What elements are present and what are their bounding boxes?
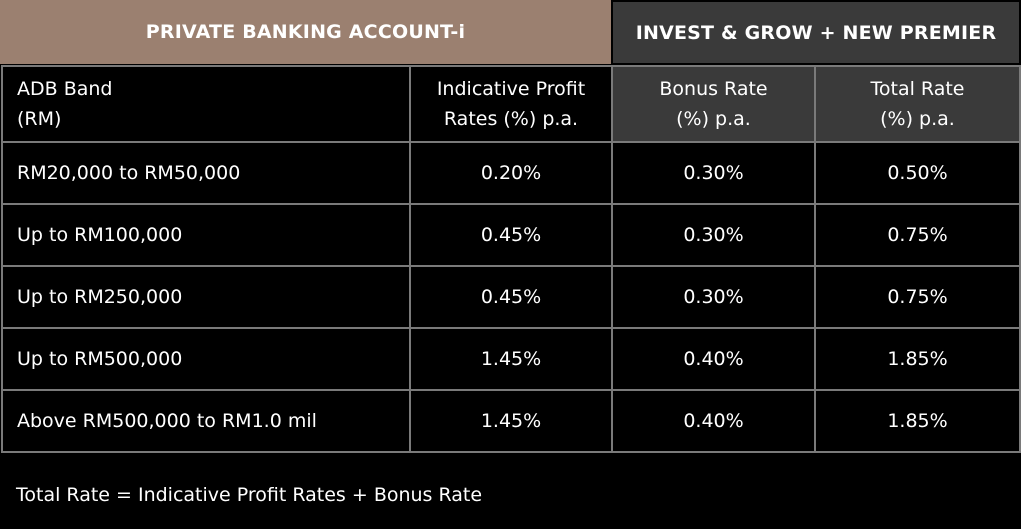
table-header-banner: PRIVATE BANKING ACCOUNT-i INVEST & GROW … bbox=[0, 0, 1021, 66]
band-cell: Above RM500,000 to RM1.0 mil bbox=[1, 389, 411, 453]
total-rate-cell: 0.75% bbox=[814, 203, 1021, 267]
profit-rate-cell: 1.45% bbox=[409, 327, 613, 391]
total-rate-formula-note: Total Rate = Indicative Profit Rates + B… bbox=[16, 484, 483, 506]
invest-grow-title: INVEST & GROW + NEW PREMIER bbox=[635, 21, 997, 44]
total-rate-cell: 0.75% bbox=[814, 265, 1021, 329]
band-cell: RM20,000 to RM50,000 bbox=[1, 141, 411, 205]
bonus-rate-cell: 0.30% bbox=[611, 203, 816, 267]
table-row: Up to RM500,000 1.45% 0.40% 1.85% bbox=[1, 327, 1021, 391]
total-rate-cell: 1.85% bbox=[814, 327, 1021, 391]
bonus-rate-cell: 0.30% bbox=[611, 141, 816, 205]
profit-rate-cell: 0.45% bbox=[409, 265, 613, 329]
table-row: Up to RM100,000 0.45% 0.30% 0.75% bbox=[1, 203, 1021, 267]
bonus-rate-cell: 0.40% bbox=[611, 389, 816, 453]
invest-grow-header: INVEST & GROW + NEW PREMIER bbox=[613, 2, 1019, 63]
private-banking-header: PRIVATE BANKING ACCOUNT-i bbox=[0, 0, 611, 64]
bonus-rate-cell: 0.30% bbox=[611, 265, 816, 329]
profit-rate-cell: 0.45% bbox=[409, 203, 613, 267]
column-header-adb-band: ADB Band (RM) bbox=[1, 65, 411, 143]
table-row: RM20,000 to RM50,000 0.20% 0.30% 0.50% bbox=[1, 141, 1021, 205]
table-row: Up to RM250,000 0.45% 0.30% 0.75% bbox=[1, 265, 1021, 329]
profit-rate-cell: 1.45% bbox=[409, 389, 613, 453]
column-header-bonus-rate: Bonus Rate (%) p.a. bbox=[611, 65, 816, 143]
table-row: Above RM500,000 to RM1.0 mil 1.45% 0.40%… bbox=[1, 389, 1021, 453]
total-rate-cell: 0.50% bbox=[814, 141, 1021, 205]
total-rate-cell: 1.85% bbox=[814, 389, 1021, 453]
profit-rate-cell: 0.20% bbox=[409, 141, 613, 205]
column-header-profit-rate: Indicative Profit Rates (%) p.a. bbox=[409, 65, 613, 143]
band-cell: Up to RM100,000 bbox=[1, 203, 411, 267]
profit-rates-table: ADB Band (RM) Indicative Profit Rates (%… bbox=[1, 65, 1021, 453]
band-cell: Up to RM250,000 bbox=[1, 265, 411, 329]
private-banking-title: PRIVATE BANKING ACCOUNT-i bbox=[145, 21, 466, 43]
band-cell: Up to RM500,000 bbox=[1, 327, 411, 391]
column-header-row: ADB Band (RM) Indicative Profit Rates (%… bbox=[1, 65, 1021, 143]
bonus-rate-cell: 0.40% bbox=[611, 327, 816, 391]
column-header-total-rate: Total Rate (%) p.a. bbox=[814, 65, 1021, 143]
